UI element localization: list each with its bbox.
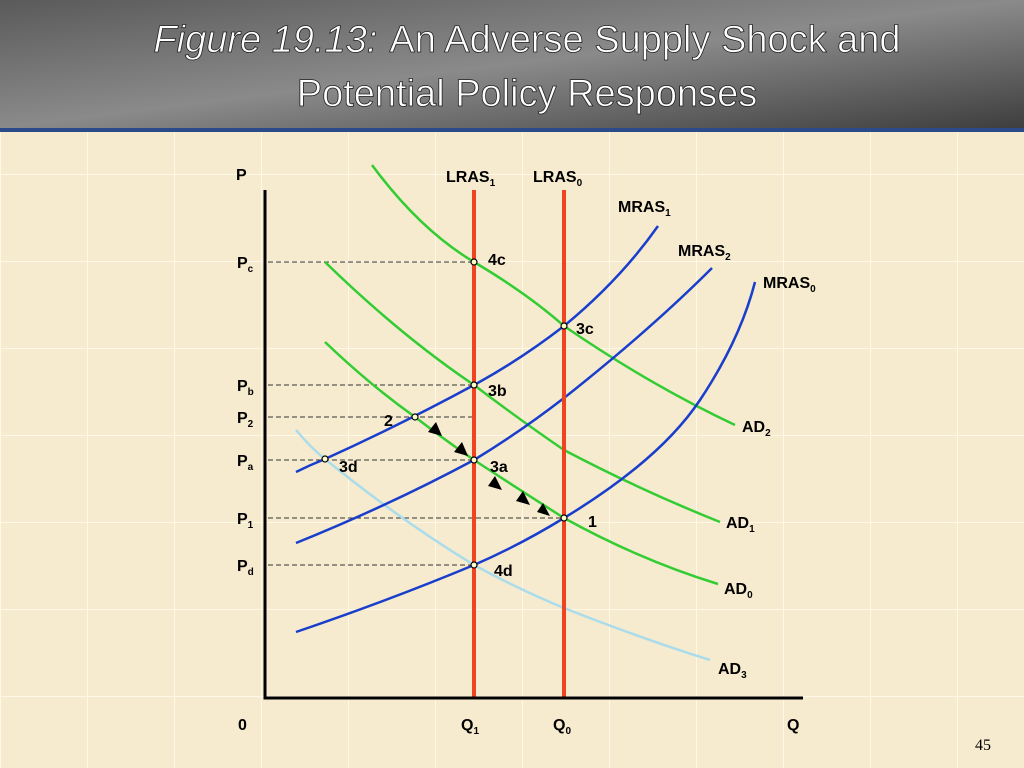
label-base: P [237,453,248,470]
label-base: AD [726,515,749,532]
subscript-label: MRAS0 [763,275,816,295]
label-subscript: d [248,567,254,578]
label-base: P [237,255,248,272]
ad-curve [370,164,736,427]
point-label: 3b [488,383,507,400]
label-base: LRAS [446,169,490,186]
ad-curve [324,341,719,586]
subscript-label: Q0 [553,717,571,737]
label-subscript: 0 [565,726,571,737]
label-base: P [237,378,248,395]
point-label: 2 [384,413,393,430]
label-base: P [237,410,248,427]
label-subscript: 1 [473,726,479,737]
label-subscript: 2 [725,252,731,263]
mras-curve [295,267,713,545]
label-subscript: a [248,462,254,473]
subscript-label: P2 [237,410,254,430]
label-base: AD [718,661,741,678]
label-base: P [237,558,248,575]
header [0,0,1024,128]
label-base: Q [553,717,565,734]
axes [263,190,803,700]
arrows [428,422,550,516]
subscript-label: P1 [237,511,254,531]
axis-label: P [236,167,247,184]
label-subscript: c [248,264,254,275]
label-subscript: 1 [749,524,755,535]
label-subscript: 3 [741,670,747,681]
subscript-label: AD1 [726,515,755,535]
point-label: 3a [490,459,508,476]
label-base: AD [724,581,747,598]
label-base: Q [461,717,473,734]
subscript-label: Pb [237,378,254,398]
subscript-label: Pd [237,558,254,578]
labels: P Q 0 4c 3c 3b 2 3a 3d 1 4d 45 [236,167,991,754]
label-subscript: b [248,387,254,398]
subscript-label: LRAS0 [533,169,583,189]
points [321,258,568,569]
ad-curve [324,261,721,524]
title-label: Figure 19.13: [153,19,377,61]
subscript-label: MRAS1 [618,199,671,219]
subscript-label: AD2 [742,419,771,439]
subscript-label: Q1 [461,717,479,737]
point-label: 3d [339,459,358,476]
header-rule [0,128,1024,132]
subscript-label: AD3 [718,661,747,681]
subscript-label: Pa [237,453,254,473]
title: Figure 19.13: An Adverse Supply Shock and [153,19,900,61]
label-subscript: 1 [665,208,671,219]
label-subscript: 0 [577,178,583,189]
label-subscript: 1 [490,178,496,189]
title-line: An Adverse Supply Shock and [389,19,900,61]
label-base: AD [742,419,765,436]
subscript-label: LRAS1 [446,169,496,189]
page-number: 45 [975,737,991,754]
subscript-label: AD0 [724,581,753,601]
label-base: P [237,511,248,528]
title-line: Potential Policy Responses [297,73,757,115]
subscript-label: MRAS2 [678,243,731,263]
label-base: LRAS [533,169,577,186]
label-subscript: 0 [747,590,753,601]
label-base: MRAS [678,243,725,260]
point-label: 4d [494,563,513,580]
point-label: 1 [588,514,597,531]
label-subscript: 1 [248,520,254,531]
axis-label: 0 [238,717,247,734]
point-label: 4c [488,252,506,269]
label-subscript: 2 [765,428,771,439]
label-base: MRAS [618,199,665,216]
label-base: MRAS [763,275,810,292]
label-subscript: 0 [810,284,816,295]
dashed-guides [268,261,564,566]
point-label: 3c [576,321,594,338]
axis-label: Q [787,717,799,734]
subscript-label: Pc [237,255,254,275]
label-subscript: 2 [248,419,254,430]
